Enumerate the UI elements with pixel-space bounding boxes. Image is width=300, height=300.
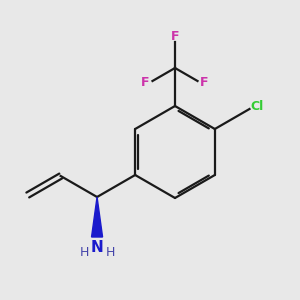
Text: F: F (171, 31, 179, 44)
Text: F: F (200, 76, 209, 89)
Text: H: H (105, 247, 115, 260)
Text: F: F (141, 76, 150, 89)
Polygon shape (92, 197, 103, 237)
Text: N: N (91, 239, 103, 254)
Text: H: H (80, 247, 89, 260)
Text: Cl: Cl (251, 100, 264, 113)
